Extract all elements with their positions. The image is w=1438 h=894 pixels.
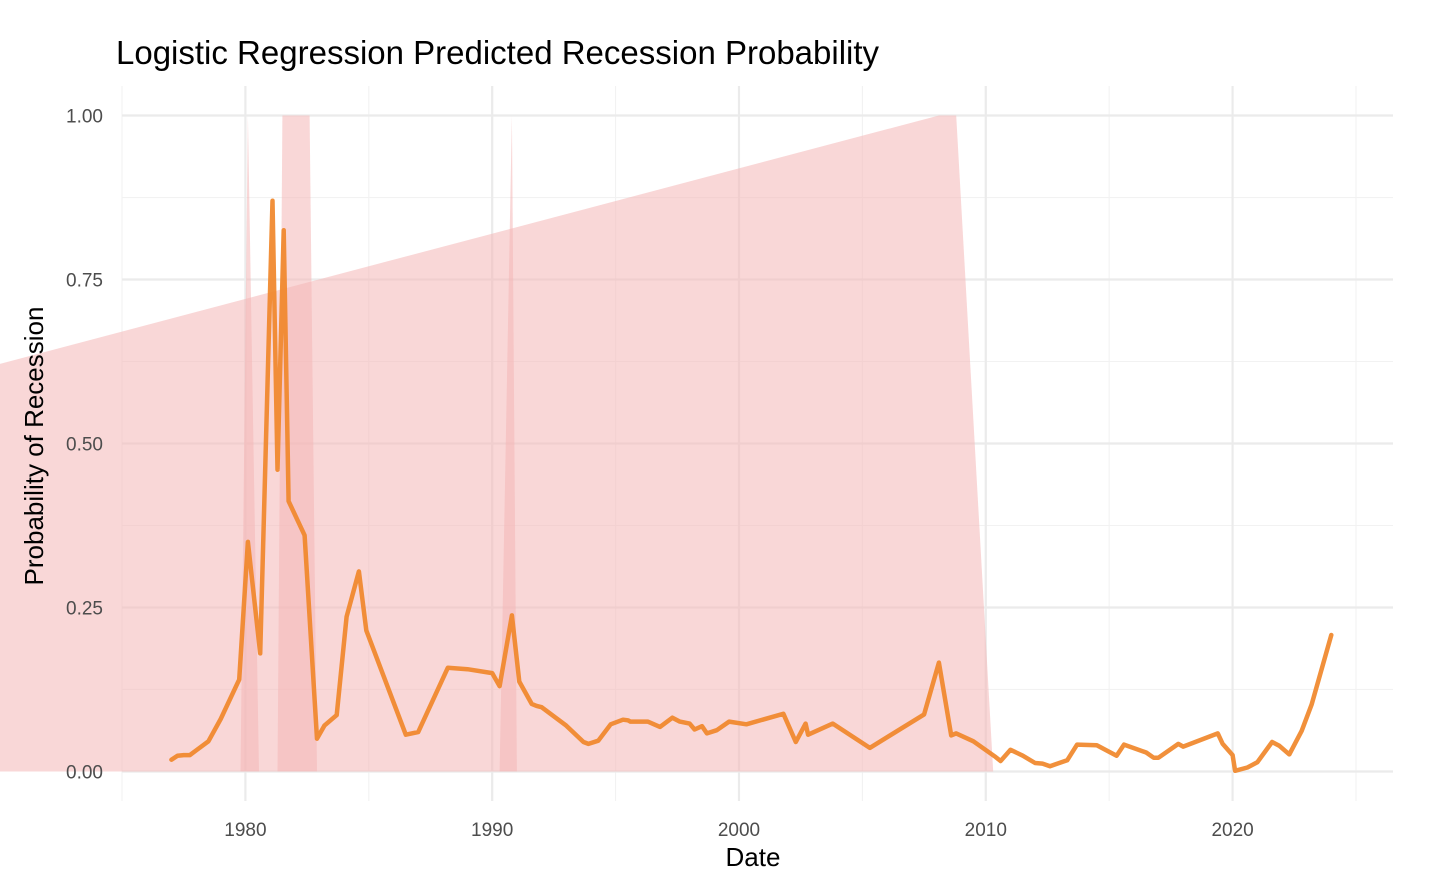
y-tick-label: 1.00 — [66, 107, 103, 128]
x-tick-label: 2010 — [965, 820, 1007, 841]
y-axis-title: Probability of Recession — [19, 307, 49, 586]
x-tick-label: 2020 — [1211, 820, 1253, 841]
probability-series — [169, 198, 1334, 774]
x-axis-tick-labels: 1980 1990 2000 2010 2020 — [224, 820, 1253, 841]
y-tick-label: 0.50 — [66, 435, 103, 456]
x-tick-label: 2000 — [718, 820, 760, 841]
chart-title: Logistic Regression Predicted Recession … — [116, 34, 880, 71]
recession-bands — [0, 115, 994, 772]
series-line — [169, 198, 1334, 774]
x-axis-title: Date — [726, 842, 781, 872]
y-tick-label: 0.00 — [66, 762, 103, 783]
y-tick-label: 0.25 — [66, 598, 103, 619]
recession-band — [0, 115, 994, 772]
y-tick-label: 0.75 — [66, 271, 103, 292]
x-tick-label: 1980 — [224, 820, 266, 841]
x-tick-label: 1990 — [471, 820, 513, 841]
y-axis-tick-labels: 0.00 0.25 0.50 0.75 1.00 — [66, 107, 103, 784]
